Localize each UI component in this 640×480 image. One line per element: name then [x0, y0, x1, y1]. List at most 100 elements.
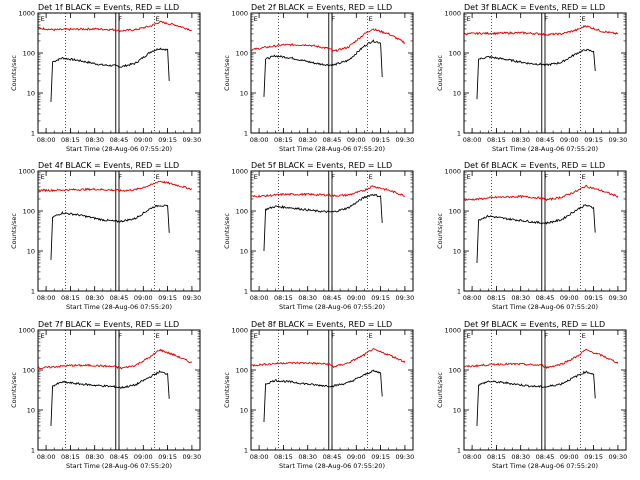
y-tick-label: 1000 [444, 327, 461, 335]
x-tick-label: 08:15 [61, 453, 80, 461]
x-tick-label: 08:00 [463, 136, 482, 144]
x-tick-label: 09:30 [396, 453, 415, 461]
region-marker-f: F [331, 15, 335, 23]
region-marker-e: E [254, 15, 258, 23]
y-axis-label: Counts/sec [10, 372, 18, 408]
region-marker-e: E [41, 15, 45, 23]
lld-series-line [250, 28, 406, 53]
y-tick-label: 1 [457, 288, 461, 296]
events-series-line [263, 193, 383, 252]
lld-series-line [463, 184, 619, 202]
panel-det-7: Det 7f BLACK = Events, RED = LLD 1 10 100 10… [10, 320, 201, 470]
region-marker-f: F [118, 173, 122, 181]
y-tick-label: 1 [244, 288, 248, 296]
x-tick-label: 09:00 [347, 453, 366, 461]
region-marker-e: E [41, 173, 45, 181]
y-tick-label: 1 [31, 447, 35, 455]
events-series-line [263, 369, 383, 423]
y-tick-label: 1000 [231, 168, 248, 176]
x-tick-label: 09:00 [560, 294, 579, 302]
y-tick-label: 1000 [444, 10, 461, 18]
lld-series-line [463, 348, 619, 370]
x-axis-label: Start Time (28-Aug-06 07:55:20) [279, 462, 385, 470]
x-tick-label: 08:30 [85, 294, 104, 302]
panel-title: Det 7f BLACK = Events, RED = LLD [38, 320, 179, 329]
x-tick-label: 08:00 [250, 136, 269, 144]
lld-series-line [37, 20, 192, 33]
y-tick-label: 1 [244, 447, 248, 455]
x-tick-label: 09:00 [134, 453, 153, 461]
y-tick-label: 100 [236, 208, 248, 216]
region-marker-e: E [369, 332, 373, 340]
panel-title: Det 2f BLACK = Events, RED = LLD [251, 3, 392, 12]
panel-title: Det 6f BLACK = Events, RED = LLD [464, 161, 605, 170]
x-tick-label: 08:15 [274, 453, 293, 461]
x-tick-label: 09:15 [584, 136, 603, 144]
y-tick-label: 10 [27, 90, 35, 98]
y-tick-label: 1000 [231, 10, 248, 18]
x-tick-label: 08:30 [511, 136, 530, 144]
x-tick-label: 09:00 [134, 136, 153, 144]
y-axis-label: Counts/sec [223, 372, 231, 408]
y-tick-label: 100 [449, 208, 461, 216]
y-axis-label: Counts/sec [10, 213, 18, 249]
y-tick-label: 1 [244, 130, 248, 138]
events-series-line [476, 370, 596, 426]
panel-det-6: Det 6f BLACK = Events, RED = LLD 1 10 100 10… [436, 161, 627, 311]
x-tick-label: 09:15 [371, 294, 390, 302]
panel-det-8: Det 8f BLACK = Events, RED = LLD 1 10 100 10… [223, 320, 414, 470]
region-marker-e: E [467, 173, 471, 181]
region-marker-f: F [118, 15, 122, 23]
x-tick-label: 09:15 [584, 453, 603, 461]
panel-det-1: Det 1f BLACK = Events, RED = LLD 1 10 100 10… [10, 3, 201, 153]
y-tick-label: 1 [457, 447, 461, 455]
region-marker-e: E [156, 173, 160, 181]
region-marker-f: F [331, 332, 335, 340]
x-tick-label: 08:15 [274, 136, 293, 144]
x-tick-label: 09:15 [158, 136, 177, 144]
region-marker-e: E [41, 332, 45, 340]
x-tick-label: 08:30 [298, 294, 317, 302]
lld-series-line [463, 24, 619, 36]
panel-title: Det 1f BLACK = Events, RED = LLD [38, 3, 179, 12]
y-tick-label: 100 [236, 50, 248, 58]
y-tick-label: 1 [457, 130, 461, 138]
x-tick-label: 09:30 [183, 453, 202, 461]
x-tick-label: 08:30 [511, 294, 530, 302]
y-tick-label: 1 [31, 130, 35, 138]
y-tick-label: 10 [240, 407, 248, 415]
x-tick-label: 08:00 [250, 453, 269, 461]
y-axis-label: Counts/sec [10, 55, 18, 91]
x-axis-label: Start Time (28-Aug-06 07:55:20) [492, 145, 598, 153]
x-tick-label: 09:30 [609, 294, 628, 302]
x-tick-label: 08:00 [37, 453, 56, 461]
y-tick-label: 100 [449, 367, 461, 375]
panel-det-2: Det 2f BLACK = Events, RED = LLD 1 10 100 10… [223, 3, 414, 153]
y-axis-label: Counts/sec [223, 213, 231, 249]
x-tick-label: 09:00 [347, 136, 366, 144]
y-tick-label: 1000 [18, 10, 35, 18]
x-tick-label: 09:30 [396, 136, 415, 144]
x-axis-label: Start Time (28-Aug-06 07:55:20) [279, 303, 385, 311]
x-tick-label: 09:15 [584, 294, 603, 302]
y-tick-label: 1000 [18, 168, 35, 176]
x-tick-label: 08:15 [487, 136, 506, 144]
y-tick-label: 10 [453, 407, 461, 415]
x-tick-label: 09:00 [560, 453, 579, 461]
y-tick-label: 1000 [231, 327, 248, 335]
events-series-line [476, 204, 596, 264]
panel-det-4: Det 4f BLACK = Events, RED = LLD 1 10 100 10… [10, 161, 201, 311]
x-axis-label: Start Time (28-Aug-06 07:55:20) [492, 303, 598, 311]
x-tick-label: 09:15 [158, 453, 177, 461]
y-tick-label: 100 [23, 208, 35, 216]
x-tick-label: 08:45 [323, 453, 342, 461]
x-tick-label: 08:00 [250, 294, 269, 302]
y-tick-label: 1000 [18, 327, 35, 335]
region-marker-e: E [582, 15, 586, 23]
y-axis-label: Counts/sec [436, 55, 444, 91]
x-tick-label: 09:15 [158, 294, 177, 302]
x-tick-label: 09:00 [560, 136, 579, 144]
region-marker-f: F [544, 173, 548, 181]
x-tick-label: 08:15 [487, 294, 506, 302]
